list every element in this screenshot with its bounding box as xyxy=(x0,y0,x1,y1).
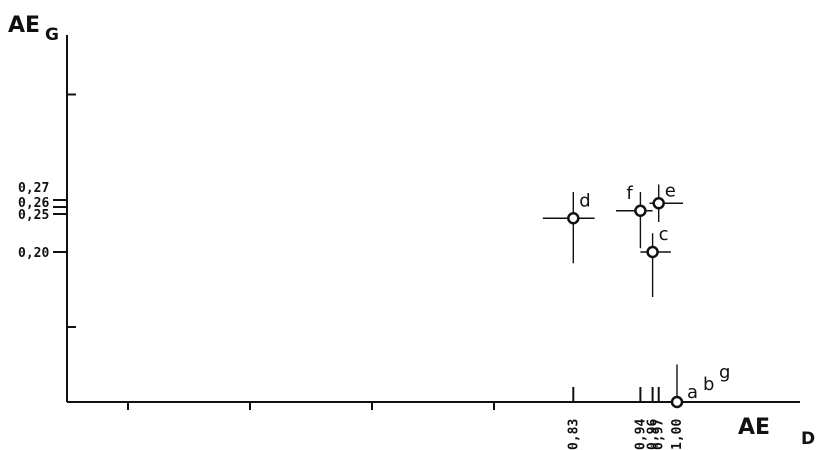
point-label-f: f xyxy=(626,183,633,204)
y-axis-title-subscript: G xyxy=(45,25,59,45)
y-tick-label-0: 0,27 xyxy=(18,181,49,196)
data-point-d xyxy=(567,212,580,225)
point-label-d: d xyxy=(579,190,590,211)
y-tick-label-2: 0,25 xyxy=(18,208,49,223)
point-label-e: e xyxy=(665,180,676,201)
x-tick-label-3: 0,97 xyxy=(652,419,667,450)
data-point-c xyxy=(646,245,659,259)
y-axis-title: AE xyxy=(8,13,40,38)
y-tick-label-3: 0,20 xyxy=(18,246,49,261)
x-axis-title: AE xyxy=(738,415,770,440)
x-axis-title-subscript: D xyxy=(801,429,815,449)
x-tick-label-4: 1,00 xyxy=(670,419,685,450)
data-point-a xyxy=(670,395,684,409)
point-label-g: g xyxy=(719,362,730,383)
point-label-a: a xyxy=(687,382,698,403)
x-tick-label-1: 0,94 xyxy=(633,419,648,450)
data-point-f xyxy=(634,204,647,217)
x-tick-label-2: 0,96 xyxy=(646,419,661,450)
y-tick-label-1: 0,26 xyxy=(18,196,49,211)
point-label-c: c xyxy=(659,224,669,245)
point-label-b: b xyxy=(703,374,714,395)
data-point-e xyxy=(652,197,665,210)
x-tick-label-0: 0,83 xyxy=(566,419,581,450)
